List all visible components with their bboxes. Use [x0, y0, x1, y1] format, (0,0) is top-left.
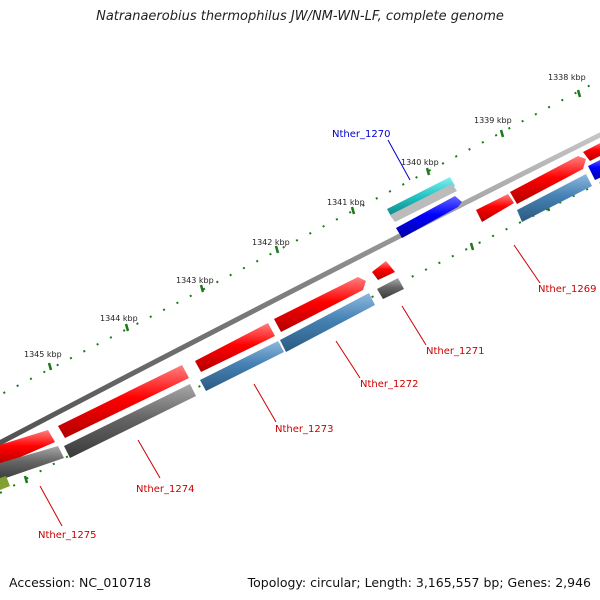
- leader-line: [137, 439, 161, 479]
- tick-label: 1340 kbp: [401, 158, 439, 167]
- gene-feature[interactable]: [510, 156, 586, 204]
- gene-label[interactable]: Nther_1274: [136, 484, 194, 495]
- gene-label[interactable]: Nther_1272: [360, 379, 418, 390]
- reverse-strand-genes: [0, 174, 592, 490]
- map-title: Natranaerobius thermophilus JW/NM-WN-LF,…: [96, 9, 504, 24]
- leader-line: [513, 244, 541, 284]
- outer-tick-ring: [0, 79, 600, 396]
- tick-label: 1341 kbp: [327, 198, 365, 207]
- gene-feature[interactable]: [0, 430, 55, 466]
- tick-label: 1338 kbp: [548, 73, 586, 82]
- rna-features: [387, 158, 600, 238]
- gene-feature[interactable]: [377, 278, 404, 299]
- gene-label[interactable]: Nther_1271: [426, 346, 484, 357]
- gene-feature[interactable]: [0, 476, 10, 490]
- forward-strand-genes: [0, 141, 600, 466]
- gene-label[interactable]: Nther_1269: [538, 284, 596, 295]
- gene-label[interactable]: Nther_1273: [275, 424, 333, 435]
- gene-feature[interactable]: [0, 446, 64, 480]
- genome-backbone: [0, 132, 600, 446]
- gene-feature[interactable]: [200, 341, 284, 391]
- gene-label[interactable]: Nther_1270: [332, 129, 390, 140]
- tick-label: 1342 kbp: [252, 238, 290, 247]
- gene-feature[interactable]: [64, 384, 196, 458]
- gene-feature[interactable]: [583, 141, 600, 161]
- gene-feature[interactable]: [372, 261, 395, 280]
- leader-line: [39, 485, 63, 527]
- tick-label: 1343 kbp: [176, 276, 214, 285]
- gene-feature[interactable]: [58, 365, 189, 438]
- gene-feature[interactable]: [396, 196, 462, 238]
- leader-line: [387, 139, 411, 181]
- gene-label[interactable]: Nther_1275: [38, 530, 96, 541]
- gene-feature[interactable]: [387, 177, 455, 218]
- gene-feature[interactable]: [476, 194, 514, 222]
- gene-feature[interactable]: [280, 293, 375, 352]
- leader-line: [335, 340, 361, 379]
- leader-line: [401, 305, 427, 346]
- accession-text: Accession: NC_010718: [9, 575, 152, 590]
- tick-label: 1344 kbp: [100, 314, 138, 323]
- genome-summary-text: Topology: circular; Length: 3,165,557 bp…: [247, 575, 591, 590]
- tick-label: 1339 kbp: [474, 116, 512, 125]
- leader-line: [253, 383, 277, 423]
- gene-feature[interactable]: [517, 174, 592, 222]
- gene-feature[interactable]: [390, 184, 457, 222]
- gene-feature[interactable]: [274, 277, 366, 332]
- gene-feature[interactable]: [195, 323, 275, 372]
- gene-feature[interactable]: [588, 158, 600, 180]
- tick-label: 1345 kbp: [24, 350, 62, 359]
